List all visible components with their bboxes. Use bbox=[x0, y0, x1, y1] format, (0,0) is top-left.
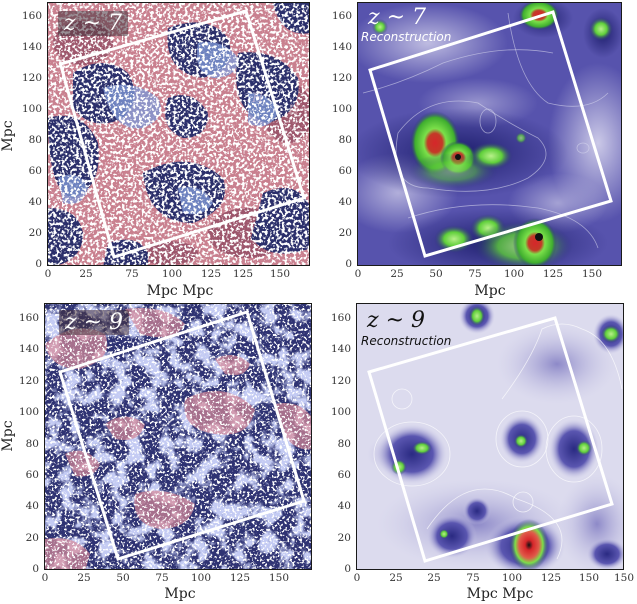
redshift-label: z ~ 9 bbox=[59, 310, 130, 335]
y-tick: 160 bbox=[18, 312, 39, 324]
y-tick: 160 bbox=[21, 10, 42, 22]
x-tick: 0 bbox=[44, 268, 52, 280]
panel-bottom-left-simulation: z ~ 9 160 140 120 100 80 60 40 20 0 0 25… bbox=[0, 300, 320, 604]
x-tick: 75 bbox=[125, 268, 139, 280]
y-tick: 100 bbox=[21, 103, 42, 115]
x-axis-label: Mpc Mpc bbox=[146, 283, 214, 299]
x-axis-label: Mpc bbox=[164, 586, 196, 602]
x-tick: 125 bbox=[232, 268, 254, 280]
y-tick: 120 bbox=[331, 72, 352, 84]
y-tick: 40 bbox=[25, 500, 39, 512]
x-tick: 150 bbox=[613, 572, 635, 584]
x-tick: 25 bbox=[77, 572, 91, 584]
reconstruction-density-map bbox=[357, 304, 623, 569]
x-tick: 150 bbox=[578, 572, 600, 584]
y-axis-label: Mpc bbox=[0, 420, 16, 452]
panel-bottom-right-reconstruction: z ~ 9 Reconstruction 160 140 120 100 80 … bbox=[320, 300, 637, 604]
y-tick: 20 bbox=[28, 227, 42, 239]
survey-box-outline bbox=[368, 10, 613, 258]
simulation-field bbox=[45, 304, 311, 569]
plot-area: z ~ 7 Reconstruction bbox=[357, 2, 622, 266]
y-tick: 140 bbox=[18, 343, 39, 355]
y-tick: 20 bbox=[338, 227, 352, 239]
redshift-label: z ~ 7 bbox=[368, 5, 427, 30]
y-tick: 160 bbox=[330, 312, 351, 324]
x-tick: 25 bbox=[79, 268, 93, 280]
x-tick: 125 bbox=[200, 268, 222, 280]
plot-area: z ~ 9 bbox=[44, 303, 312, 570]
y-tick: 80 bbox=[338, 134, 352, 146]
y-tick: 100 bbox=[18, 406, 39, 418]
reconstruction-label: Reconstruction bbox=[361, 334, 452, 348]
redshift-label: z ~ 7 bbox=[58, 11, 129, 36]
x-tick: 100 bbox=[503, 268, 525, 280]
x-tick: 150 bbox=[269, 268, 291, 280]
y-tick: 120 bbox=[21, 72, 42, 84]
x-tick: 125 bbox=[229, 572, 251, 584]
x-tick: 75 bbox=[466, 572, 480, 584]
x-tick: 75 bbox=[155, 572, 169, 584]
panel-top-left-simulation: z ~ 7 H H+ 160 140 120 100 80 60 40 20 0… bbox=[0, 0, 320, 300]
x-axis-label: Mpc Mpc bbox=[466, 586, 534, 602]
x-tick: 50 bbox=[116, 572, 130, 584]
reconstruction-label: Reconstruction bbox=[361, 30, 452, 44]
x-tick: 25 bbox=[390, 268, 404, 280]
y-tick: 0 bbox=[345, 258, 352, 270]
y-tick: 80 bbox=[337, 438, 351, 450]
x-tick: 125 bbox=[540, 572, 562, 584]
y-tick: 20 bbox=[337, 532, 351, 544]
y-tick: 140 bbox=[330, 343, 351, 355]
y-tick: 20 bbox=[25, 532, 39, 544]
y-tick: 60 bbox=[28, 165, 42, 177]
y-tick: 40 bbox=[337, 500, 351, 512]
panel-top-right-reconstruction: z ~ 7 Reconstruction 160 140 120 100 80 … bbox=[320, 0, 637, 300]
y-tick: 40 bbox=[28, 196, 42, 208]
overlay-text-hplus: H+ bbox=[288, 103, 310, 118]
x-tick: 25 bbox=[427, 572, 441, 584]
survey-box-outline bbox=[58, 9, 306, 259]
y-tick: 80 bbox=[25, 438, 39, 450]
x-tick: 100 bbox=[190, 572, 212, 584]
plot-area: z ~ 7 H H+ bbox=[47, 2, 310, 266]
x-tick: 125 bbox=[542, 268, 564, 280]
y-tick: 60 bbox=[338, 165, 352, 177]
x-tick: 150 bbox=[268, 572, 290, 584]
y-tick: 60 bbox=[337, 469, 351, 481]
y-tick: 40 bbox=[338, 196, 352, 208]
y-tick: 160 bbox=[331, 10, 352, 22]
y-tick: 60 bbox=[25, 469, 39, 481]
survey-box-outline bbox=[58, 310, 306, 561]
plot-area: z ~ 9 Reconstruction bbox=[356, 303, 624, 570]
x-tick: 50 bbox=[429, 268, 443, 280]
y-tick: 80 bbox=[28, 134, 42, 146]
reconstruction-density-map bbox=[358, 3, 621, 265]
x-tick: 75 bbox=[468, 268, 482, 280]
overlay-text-h: H bbox=[252, 91, 264, 106]
x-tick: 0 bbox=[354, 268, 362, 280]
x-tick: 100 bbox=[161, 268, 183, 280]
x-tick: 0 bbox=[353, 572, 361, 584]
y-tick: 0 bbox=[35, 258, 42, 270]
y-tick: 120 bbox=[330, 375, 351, 387]
y-tick: 120 bbox=[18, 375, 39, 387]
y-tick: 140 bbox=[21, 41, 42, 53]
x-tick: 150 bbox=[581, 268, 603, 280]
x-axis-label: Mpc bbox=[474, 283, 506, 299]
y-tick: 100 bbox=[331, 103, 352, 115]
redshift-label: z ~ 9 bbox=[367, 308, 426, 333]
x-tick: 25 bbox=[389, 572, 403, 584]
y-tick: 0 bbox=[32, 563, 39, 575]
y-tick: 0 bbox=[344, 563, 351, 575]
y-axis-label: Mpc bbox=[0, 120, 16, 152]
x-tick: 100 bbox=[501, 572, 523, 584]
y-tick: 100 bbox=[330, 406, 351, 418]
y-tick: 140 bbox=[331, 41, 352, 53]
x-tick: 0 bbox=[41, 572, 49, 584]
survey-box-outline bbox=[367, 316, 614, 563]
